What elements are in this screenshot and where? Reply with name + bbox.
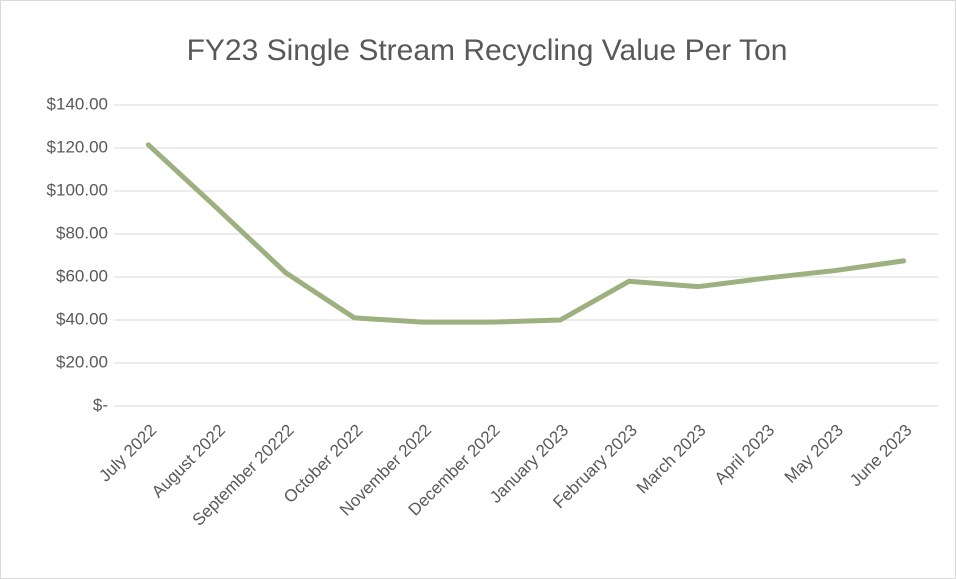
y-tick-label: $120.00 <box>47 137 108 156</box>
series-line <box>145 142 907 325</box>
y-tick-label: $- <box>93 395 108 414</box>
y-tick-label: $60.00 <box>56 266 108 285</box>
y-tick-label: $100.00 <box>47 180 108 199</box>
y-tick-label: $140.00 <box>47 94 108 113</box>
y-tick-label: $80.00 <box>56 223 108 242</box>
y-tick-label: $40.00 <box>56 309 108 328</box>
chart-title: FY23 Single Stream Recycling Value Per T… <box>187 34 788 67</box>
y-tick-label: $20.00 <box>56 352 108 371</box>
